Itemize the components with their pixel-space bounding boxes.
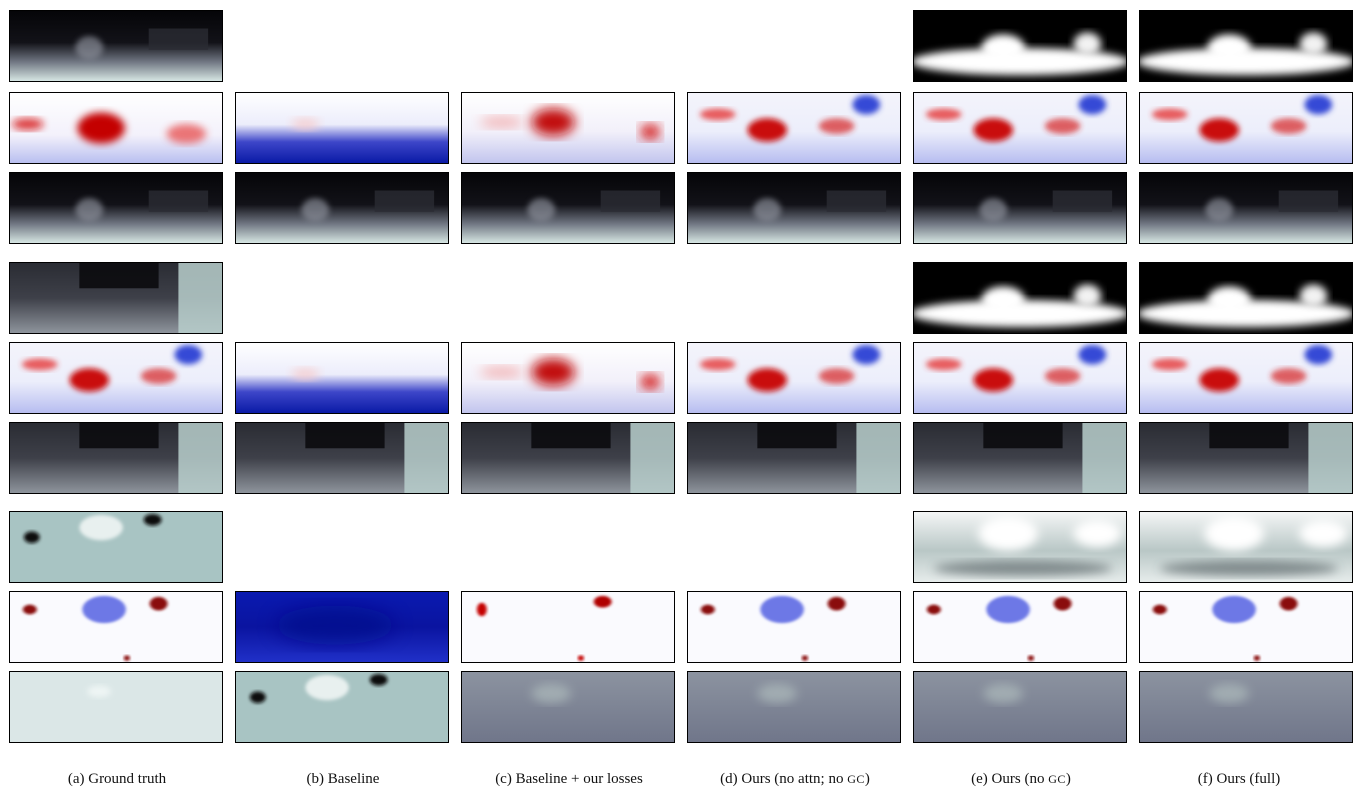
- panel-image: [914, 263, 1126, 333]
- panel-row5-col-f: [1139, 342, 1353, 414]
- panel-row4-col-a: [9, 262, 223, 334]
- panel-image: [914, 423, 1126, 493]
- panel-image: [1140, 672, 1352, 742]
- panel-image: [1140, 173, 1352, 243]
- panel-image: [10, 11, 222, 81]
- panel-row2-col-a: [9, 92, 223, 164]
- panel-row3-col-f: [1139, 172, 1353, 244]
- panel-row3-col-e: [913, 172, 1127, 244]
- panel-image: [236, 672, 448, 742]
- panel-row4-col-f: [1139, 262, 1353, 334]
- panel-row5-col-d: [687, 342, 901, 414]
- panel-image: [688, 93, 900, 163]
- panel-row9-col-e: [913, 671, 1127, 743]
- panel-image: [1140, 423, 1352, 493]
- panel-row1-col-f: [1139, 10, 1353, 82]
- panel-row6-col-f: [1139, 422, 1353, 494]
- panel-row3-col-c: [461, 172, 675, 244]
- panel-image: [462, 173, 674, 243]
- panel-image: [914, 672, 1126, 742]
- panel-row8-col-a: [9, 591, 223, 663]
- panel-row4-col-e: [913, 262, 1127, 334]
- panel-image: [688, 672, 900, 742]
- panel-row7-col-a: [9, 511, 223, 583]
- panel-row9-col-a: [9, 671, 223, 743]
- panel-image: [462, 343, 674, 413]
- panel-row5-col-c: [461, 342, 675, 414]
- panel-row9-col-b: [235, 671, 449, 743]
- panel-row2-col-d: [687, 92, 901, 164]
- panel-row6-col-a: [9, 422, 223, 494]
- panel-row8-col-f: [1139, 591, 1353, 663]
- panel-image: [462, 93, 674, 163]
- panel-image: [236, 592, 448, 662]
- panel-row8-col-e: [913, 591, 1127, 663]
- panel-row1-col-a: [9, 10, 223, 82]
- panel-image: [914, 93, 1126, 163]
- panel-image: [10, 592, 222, 662]
- panel-row9-col-f: [1139, 671, 1353, 743]
- panel-image: [914, 343, 1126, 413]
- panel-image: [688, 423, 900, 493]
- panel-image: [1140, 512, 1352, 582]
- panel-row5-col-e: [913, 342, 1127, 414]
- panel-row2-col-e: [913, 92, 1127, 164]
- caption-ours-full: (f) Ours (full): [1197, 771, 1281, 787]
- panel-image: [914, 173, 1126, 243]
- panel-row9-col-d: [687, 671, 901, 743]
- panel-row3-col-d: [687, 172, 901, 244]
- panel-row8-col-b: [235, 591, 449, 663]
- panel-row8-col-c: [461, 591, 675, 663]
- panel-row6-col-d: [687, 422, 901, 494]
- panel-image: [10, 93, 222, 163]
- panel-image: [236, 93, 448, 163]
- panel-image: [462, 423, 674, 493]
- panel-image: [462, 672, 674, 742]
- panel-image: [236, 343, 448, 413]
- caption-baseline-our-losses: (c) Baseline + our losses: [495, 771, 643, 787]
- panel-row7-col-f: [1139, 511, 1353, 583]
- panel-row7-col-e: [913, 511, 1127, 583]
- caption-ours-no-gc: (e) Ours (no GC): [971, 771, 1071, 787]
- panel-row5-col-b: [235, 342, 449, 414]
- panel-image: [10, 423, 222, 493]
- panel-image: [236, 173, 448, 243]
- panel-image: [688, 592, 900, 662]
- panel-image: [914, 512, 1126, 582]
- caption-baseline: (b) Baseline: [306, 771, 380, 787]
- panel-image: [914, 592, 1126, 662]
- panel-image: [1140, 592, 1352, 662]
- panel-image: [1140, 263, 1352, 333]
- panel-image: [10, 263, 222, 333]
- panel-row5-col-a: [9, 342, 223, 414]
- panel-row2-col-c: [461, 92, 675, 164]
- panel-image: [688, 173, 900, 243]
- panel-image: [462, 592, 674, 662]
- panel-image: [236, 423, 448, 493]
- panel-row6-col-e: [913, 422, 1127, 494]
- panel-image: [10, 512, 222, 582]
- panel-image: [10, 173, 222, 243]
- panel-image: [1140, 343, 1352, 413]
- panel-row8-col-d: [687, 591, 901, 663]
- panel-image: [914, 11, 1126, 81]
- panel-image: [1140, 11, 1352, 81]
- caption-ours-no-attn-no-gc: (d) Ours (no attn; no GC): [720, 771, 870, 787]
- panel-row6-col-b: [235, 422, 449, 494]
- panel-row6-col-c: [461, 422, 675, 494]
- panel-row9-col-c: [461, 671, 675, 743]
- panel-image: [1140, 93, 1352, 163]
- panel-image: [10, 672, 222, 742]
- panel-image: [10, 343, 222, 413]
- panel-row3-col-a: [9, 172, 223, 244]
- panel-image: [688, 343, 900, 413]
- panel-row2-col-f: [1139, 92, 1353, 164]
- caption-ground-truth: (a) Ground truth: [67, 771, 167, 787]
- panel-row2-col-b: [235, 92, 449, 164]
- panel-row3-col-b: [235, 172, 449, 244]
- panel-row1-col-e: [913, 10, 1127, 82]
